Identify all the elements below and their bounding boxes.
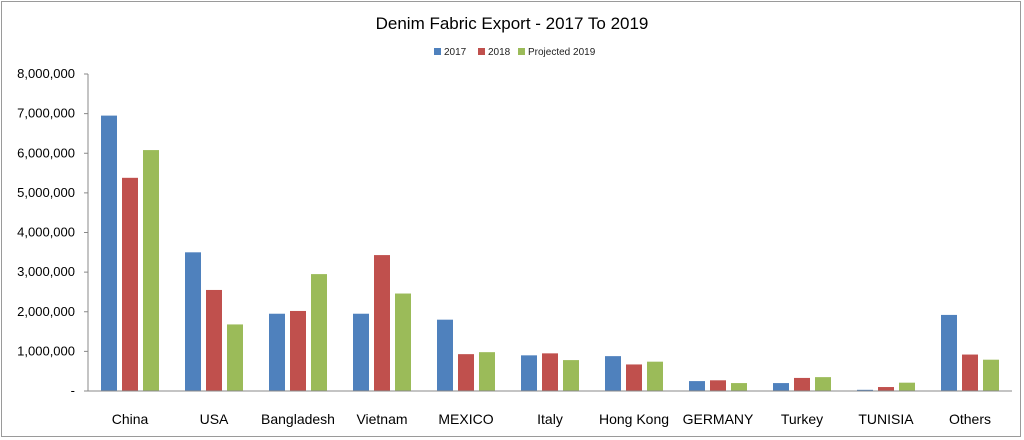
x-tick-label: Bangladesh [261,411,335,427]
bar [983,359,999,391]
bar [290,310,306,391]
x-tick-label: MEXICO [438,411,493,427]
bar [647,361,663,391]
bar [206,289,222,391]
bar [941,314,957,391]
bar-group-mexico [437,319,495,391]
x-tick-label: China [112,411,149,427]
bars-group [101,115,999,391]
bar [479,352,495,391]
y-tick-label: 5,000,000 [17,185,75,200]
x-axis: China USA Bangladesh Vietnam MEXICO Italy Hong… [88,390,1012,427]
x-tick-label: Others [949,411,991,427]
bar [731,383,747,391]
bar-group-bangladesh [269,274,327,391]
legend-item-2: 2018 [478,47,511,58]
y-tick-label: 1,000,000 [17,343,75,358]
bar [353,313,369,391]
y-tick-label: 8,000,000 [17,66,75,81]
legend-swatch [518,48,525,55]
chart-title: Denim Fabric Export - 2017 To 2019 [376,14,649,33]
bar [311,274,327,391]
bar [227,324,243,391]
bar [395,293,411,391]
y-axis: - 1,000,000 2,000,000 3,000,000 4,000,000 5,0… [17,66,89,398]
legend-swatch [478,48,485,55]
bar [815,377,831,391]
bar-group-italy [521,353,579,391]
bar [878,387,894,391]
bar [122,177,138,391]
bar [962,354,978,391]
legend-label: 2017 [444,47,467,58]
x-tick-label: USA [200,411,229,427]
bar [269,313,285,391]
legend-item-3: Projected 2019 [518,47,596,58]
legend-swatch [434,48,441,55]
bar [710,380,726,391]
bar-group-germany [689,380,747,391]
y-tick-label: 6,000,000 [17,145,75,160]
bar [458,354,474,391]
bar [101,115,117,391]
x-tick-label: GERMANY [683,411,754,427]
bar [521,355,537,391]
bar-group-hong-kong [605,356,663,391]
bar [899,382,915,391]
bar [794,377,810,391]
bar [857,389,873,391]
bar [542,353,558,391]
x-tick-label: Turkey [781,411,823,427]
bar-group-others [941,314,999,391]
legend-label: 2018 [488,47,511,58]
legend: 2017 2018 Projected 2019 [434,47,596,58]
bar-group-turkey [773,377,831,391]
bar [773,383,789,391]
bar [185,252,201,391]
bar [605,356,621,391]
x-tick-label: Italy [537,411,563,427]
bar [437,319,453,391]
bar [689,381,705,391]
bar [563,360,579,391]
legend-label: Projected 2019 [528,47,596,58]
legend-item-1: 2017 [434,47,467,58]
y-tick-label: 7,000,000 [17,106,75,121]
bar [374,255,390,391]
y-tick-label: 3,000,000 [17,264,75,279]
y-tick-label: 4,000,000 [17,225,75,240]
bar-group-usa [185,252,243,391]
y-tick-label: 2,000,000 [17,304,75,319]
x-tick-label: Hong Kong [599,411,669,427]
bar [626,364,642,391]
y-tick-label: - [71,383,75,398]
x-tick-label: Vietnam [356,411,407,427]
bar [143,150,159,391]
x-tick-label: TUNISIA [858,411,914,427]
bar-group-china [101,115,159,391]
bar-group-tunisia [857,382,915,391]
bar-group-vietnam [353,255,411,391]
